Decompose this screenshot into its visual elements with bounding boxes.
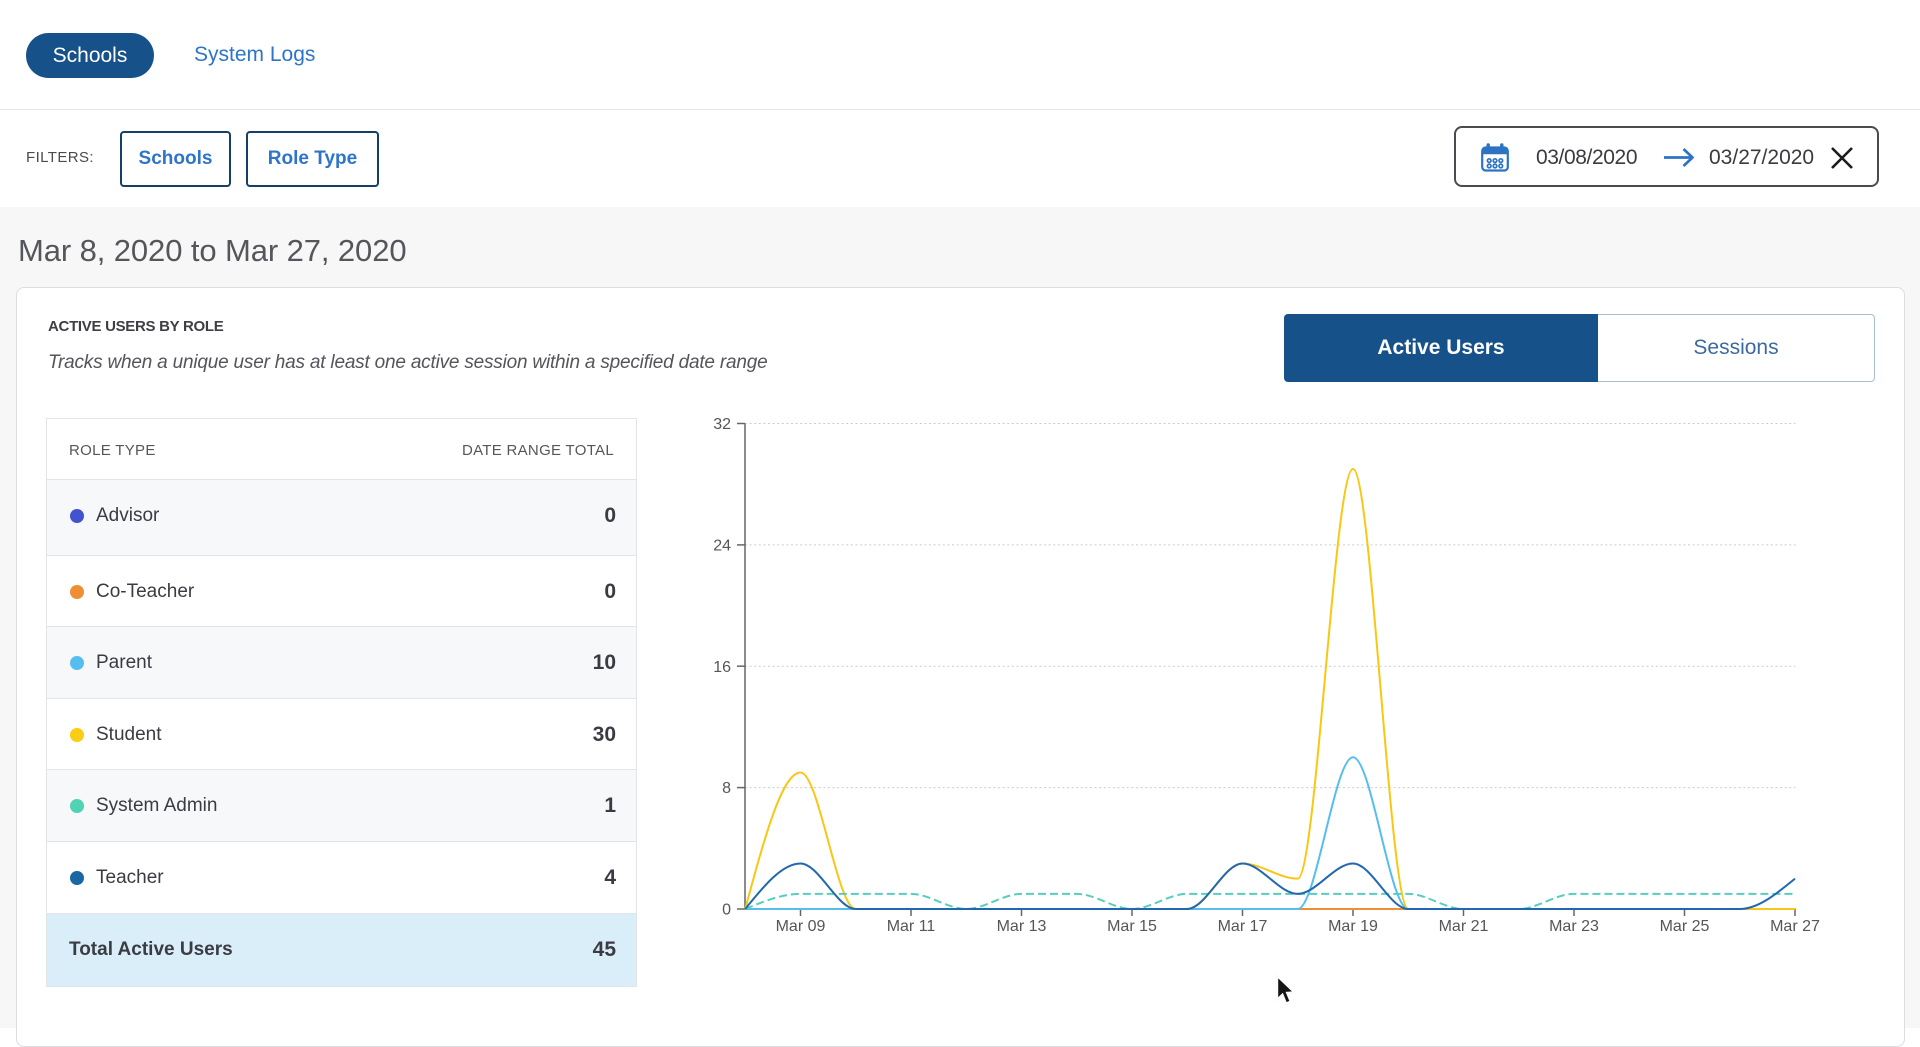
svg-text:Mar 13: Mar 13: [997, 918, 1047, 935]
svg-text:Mar 09: Mar 09: [776, 918, 826, 935]
svg-text:Mar 19: Mar 19: [1328, 918, 1378, 935]
svg-text:Mar 27: Mar 27: [1770, 918, 1820, 935]
svg-text:16: 16: [713, 659, 731, 676]
svg-text:32: 32: [713, 416, 731, 433]
svg-text:Mar 23: Mar 23: [1549, 918, 1599, 935]
svg-text:0: 0: [722, 902, 731, 919]
svg-text:Mar 25: Mar 25: [1660, 918, 1710, 935]
svg-text:8: 8: [722, 780, 731, 797]
svg-text:Mar 17: Mar 17: [1218, 918, 1268, 935]
svg-text:Mar 21: Mar 21: [1439, 918, 1489, 935]
svg-text:Mar 15: Mar 15: [1107, 918, 1157, 935]
svg-text:Mar 11: Mar 11: [887, 918, 936, 935]
svg-text:24: 24: [713, 537, 731, 554]
